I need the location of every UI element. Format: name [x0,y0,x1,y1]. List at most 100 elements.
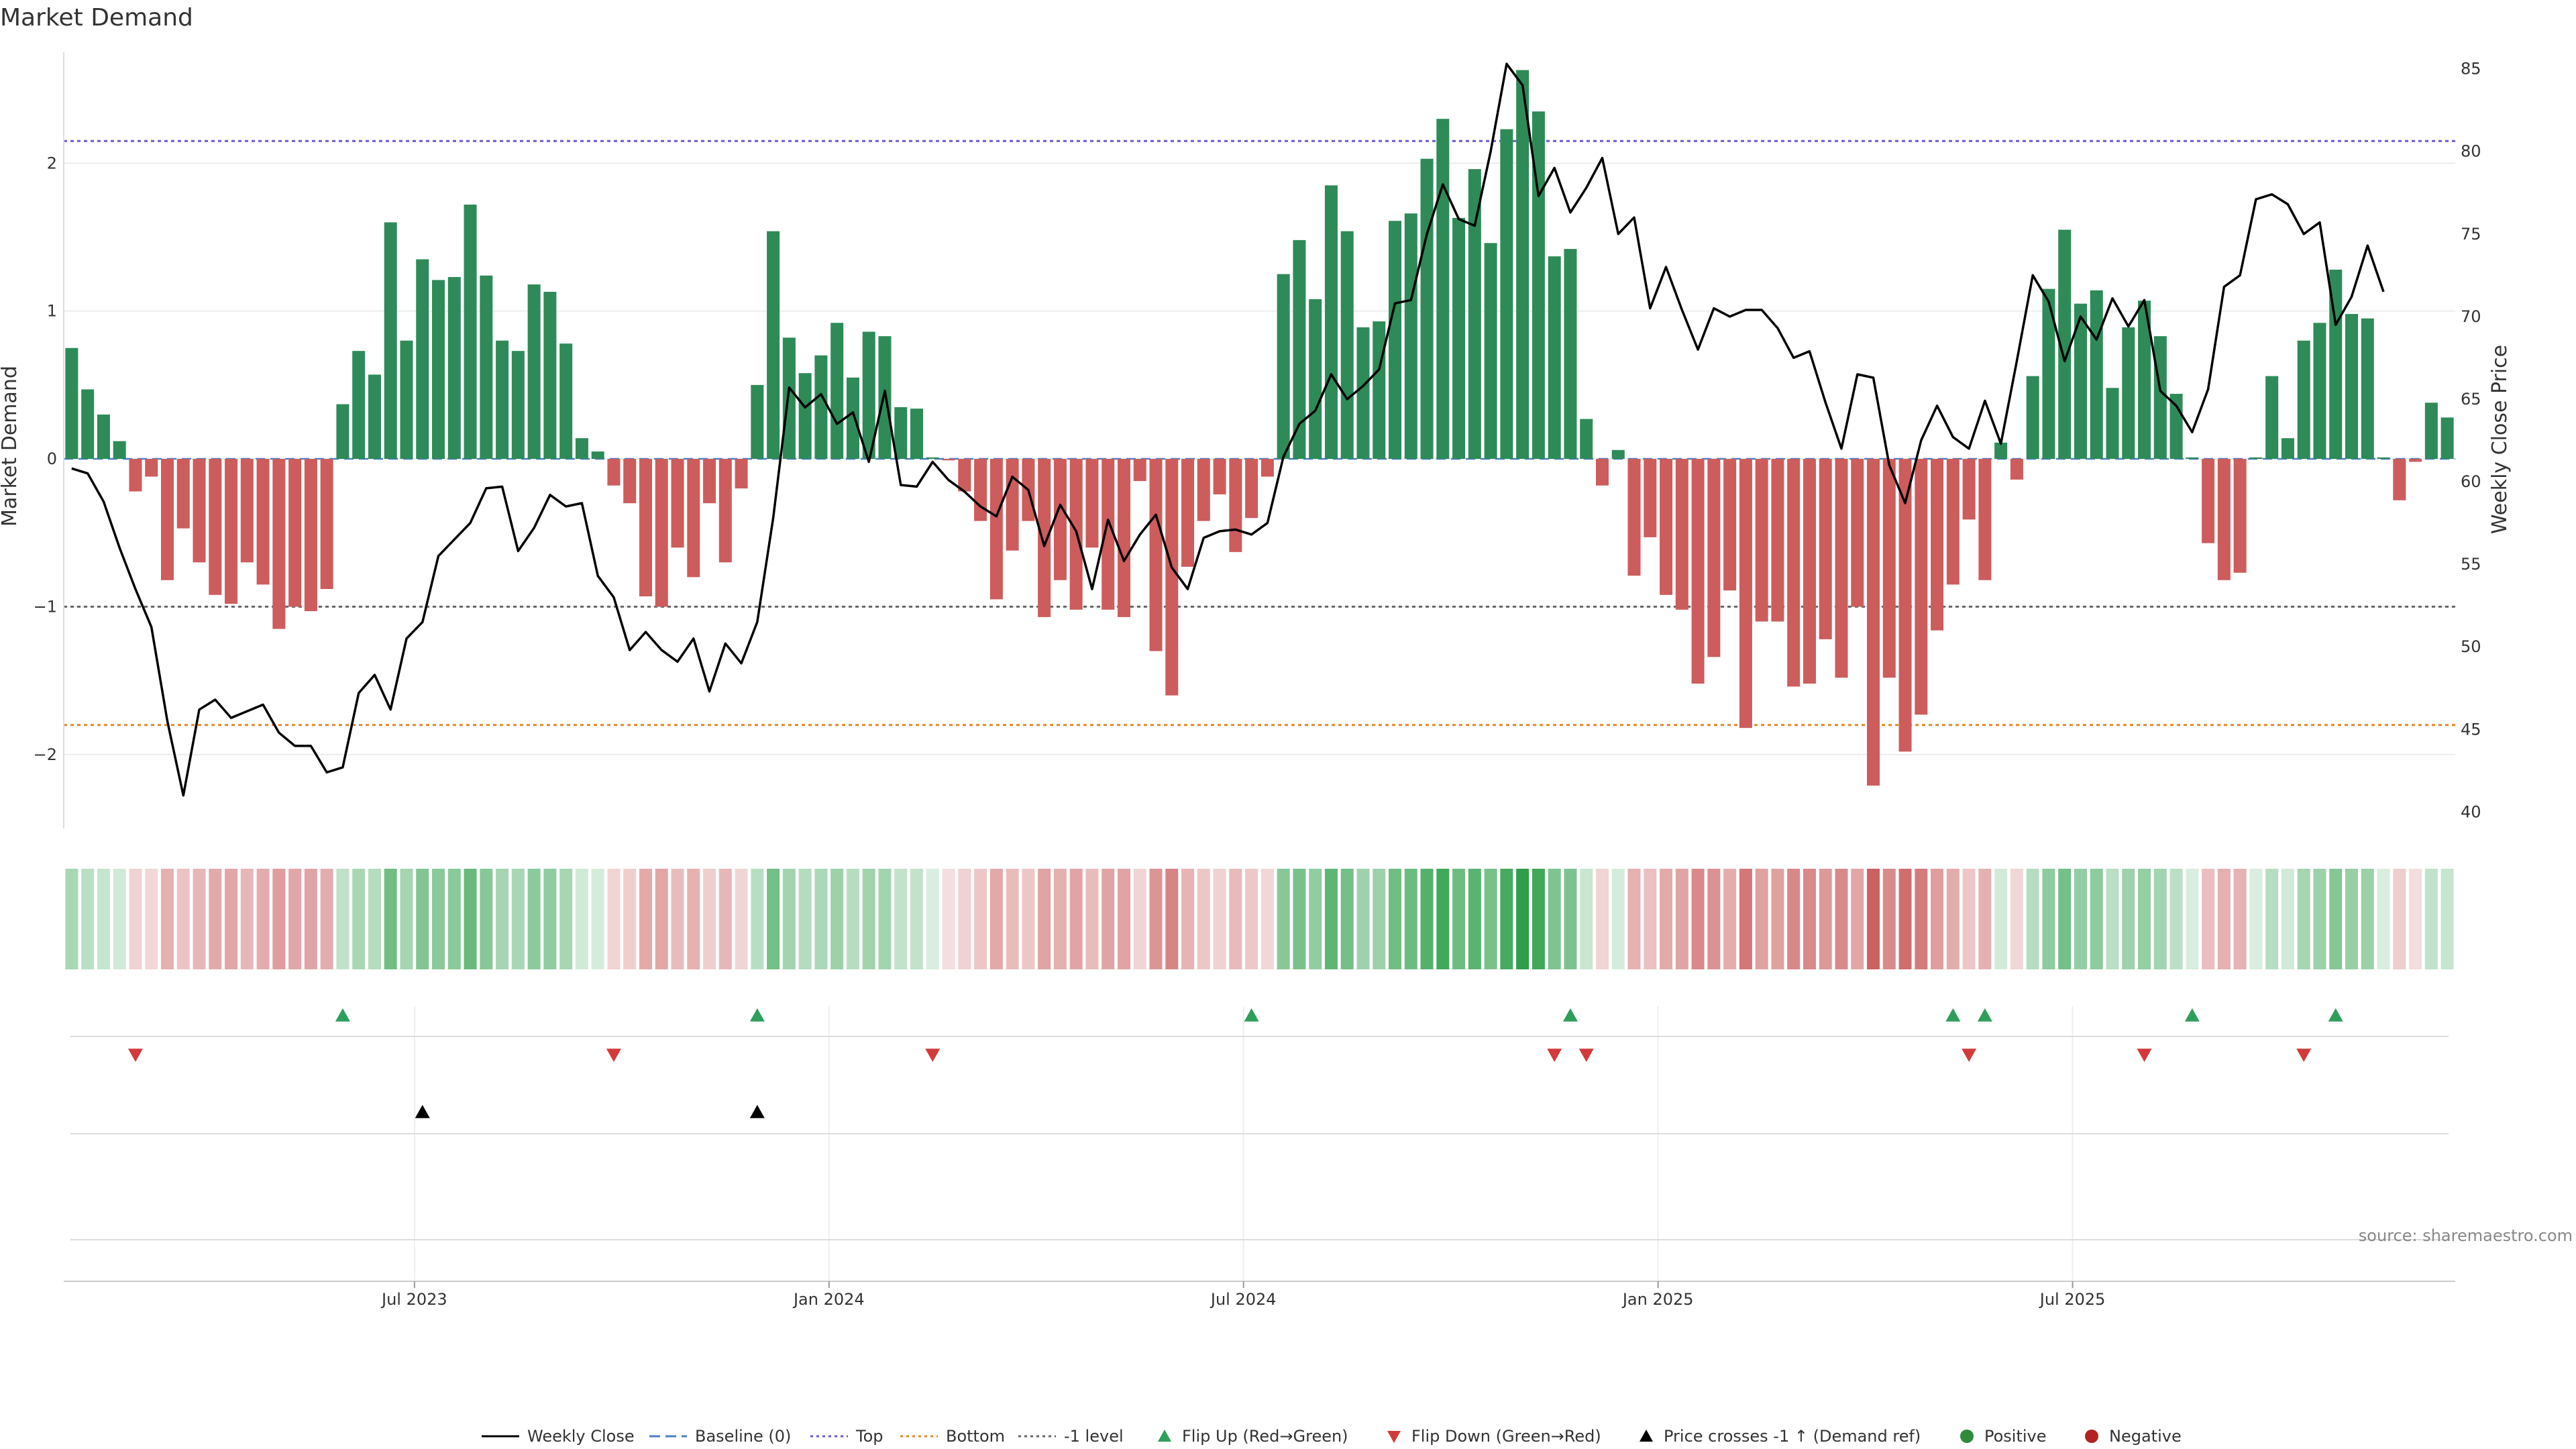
heat-cell [81,869,95,969]
heat-cell [320,869,333,969]
heat-cell [1867,869,1880,969]
heat-cell [145,869,158,969]
demand-bar [1675,459,1688,610]
heat-cell [1117,869,1130,969]
heat-cell [225,869,238,969]
flip-up-marker [2184,1008,2200,1022]
demand-bar [304,459,317,612]
legend-label: Negative [2109,1427,2182,1446]
heat-cell [2297,869,2310,969]
heat-cell [2233,869,2247,969]
demand-bar [464,204,477,460]
demand-bar [511,351,525,460]
heat-cell [1611,869,1625,969]
heat-cell [1994,869,2008,969]
demand-bar [160,459,174,580]
demand-bar [559,343,573,460]
heat-cell [1085,869,1099,969]
demand-bar [2249,457,2263,460]
demand-bar [989,459,1003,600]
heat-cell [2393,869,2406,969]
legend-label: Price crosses -1 ↑ (Demand ref) [1664,1427,1921,1446]
demand-bar [176,459,190,529]
demand-bar [1117,459,1130,617]
demand-bar [2090,290,2103,460]
heat-cell [2217,869,2231,969]
heat-cell [240,869,254,969]
heat-cell [1436,869,1450,969]
demand-bar [1835,459,1848,678]
demand-bar [1260,459,1274,477]
demand-bar [1436,119,1450,460]
heat-cell [1484,869,1497,969]
heat-cell [1468,869,1481,969]
demand-bar [1197,459,1210,521]
heat-cell [974,869,987,969]
demand-bar [543,292,557,460]
heat-cell [1500,869,1513,969]
heat-cell [926,869,939,969]
legend-label: Top [855,1427,883,1446]
demand-bar [1564,249,1577,460]
demand-bar [2409,459,2422,462]
heat-cell [1213,869,1226,969]
legend-item: Baseline (0) [649,1427,791,1446]
x-axis: Jul 2023 Jan 2024 Jul 2024 Jan 2025 Jul 2025 [64,1281,2455,1309]
heat-cell [1340,869,1354,969]
heat-cell [1165,869,1179,969]
legend-item: Price crosses -1 ↑ (Demand ref) [1640,1427,1921,1446]
demand-bar [1994,442,2008,460]
heat-cell [1595,869,1609,969]
heat-cell [2361,869,2374,969]
demand-bar [2074,303,2087,460]
heat-cell [2409,869,2422,969]
heat-cell [1038,869,1051,969]
x-tick-label: Jul 2024 [1210,1290,1277,1309]
demand-bar [591,451,604,460]
demand-bar [1931,459,1944,631]
demand-bar [1229,459,1242,552]
demand-bar [958,459,971,492]
demand-bar [2010,459,2023,480]
demand-bar [2042,288,2055,460]
demand-bar [225,459,238,604]
heat-cell [1356,869,1370,969]
heat-cell [2249,869,2263,969]
heat-cell [1691,869,1705,969]
demand-bar [288,459,302,607]
heat-cell [767,869,780,969]
heat-cell [910,869,924,969]
heat-cell [1102,869,1115,969]
heat-cell [1707,869,1721,969]
heat-cell [2090,869,2103,969]
demand-bar [1548,256,1561,460]
demand-bar [1755,459,1768,622]
y-right-tick-label: 65 [2461,390,2481,409]
legend-item: Bottom [900,1427,1005,1446]
demand-bar [416,259,429,460]
demand-bar [1771,459,1784,622]
heat-cell [113,869,126,969]
demand-bar [1085,459,1099,548]
demand-bar [1803,459,1816,684]
legend-swatch [1387,1431,1401,1443]
heat-cell [623,869,637,969]
heat-cell [1309,869,1322,969]
demand-bar [1723,459,1737,591]
demand-bar [1277,274,1290,460]
heat-cell [1723,869,1737,969]
demand-bar [751,384,764,460]
flip-down-marker [1578,1049,1594,1062]
demand-bar [575,438,588,460]
y-right-tick-label: 45 [2461,720,2481,739]
legend-label: Weekly Close [527,1427,635,1446]
heat-cell [464,869,477,969]
heat-cell [511,869,525,969]
y-axis-left-label: Market Demand [0,366,21,527]
heat-cell [2440,869,2454,969]
heat-cell [639,869,652,969]
x-tick-label: Jul 2023 [380,1290,447,1309]
flip-down-marker [606,1049,621,1062]
demand-bar [256,459,270,585]
demand-bar [145,459,158,477]
